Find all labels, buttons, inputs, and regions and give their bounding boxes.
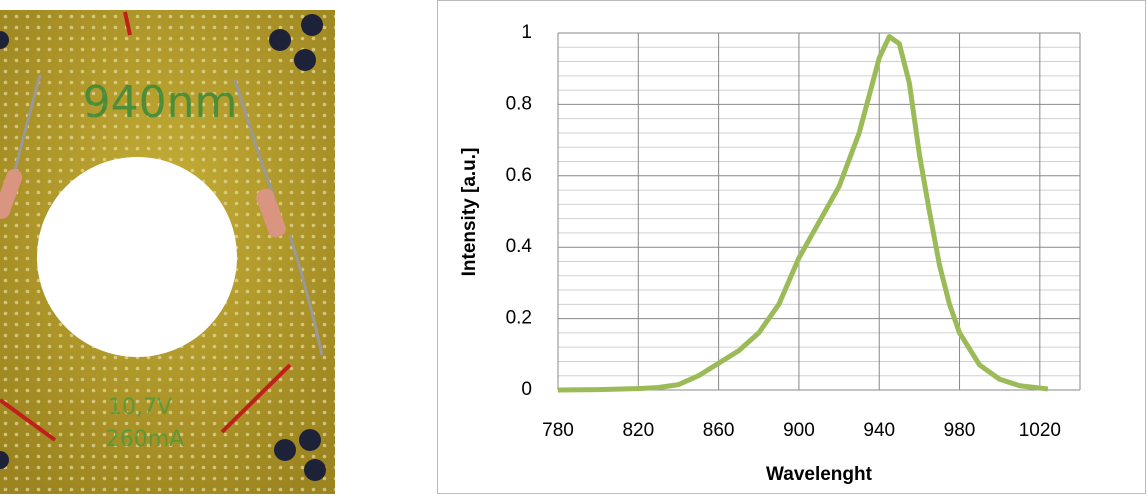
y-tick-label: 0.6 [506, 165, 532, 186]
x-tick-label: 780 [542, 420, 574, 441]
y-tick-label: 0.8 [506, 93, 532, 114]
x-tick-label: 860 [703, 420, 735, 441]
board-photo: 940nm 10,7V 260mA [0, 10, 335, 494]
x-tick-label: 980 [944, 420, 976, 441]
y-tick-label: 1 [521, 22, 532, 43]
red-wire [0, 11, 292, 442]
data-line [557, 34, 1049, 393]
photo-label: 260mA [106, 427, 184, 452]
resistor [256, 188, 286, 238]
x-axis-title: Wavelenght [766, 464, 873, 485]
y-tick-label: 0.4 [506, 236, 533, 257]
photo-label: 940nm [83, 77, 238, 128]
board-hole [37, 157, 237, 357]
y-axis-title: Intensity [a.u.] [459, 148, 480, 277]
photo-label: 10,7V [108, 395, 172, 420]
leds [0, 14, 326, 481]
x-tick-label: 1020 [1019, 420, 1061, 441]
x-tick-label: 820 [622, 420, 654, 441]
x-tick-label: 900 [783, 420, 815, 441]
y-tick-label: 0.2 [506, 308, 532, 329]
x-tick-label: 940 [863, 420, 895, 441]
y-tick-label: 0 [521, 379, 532, 400]
resistor [0, 169, 23, 219]
